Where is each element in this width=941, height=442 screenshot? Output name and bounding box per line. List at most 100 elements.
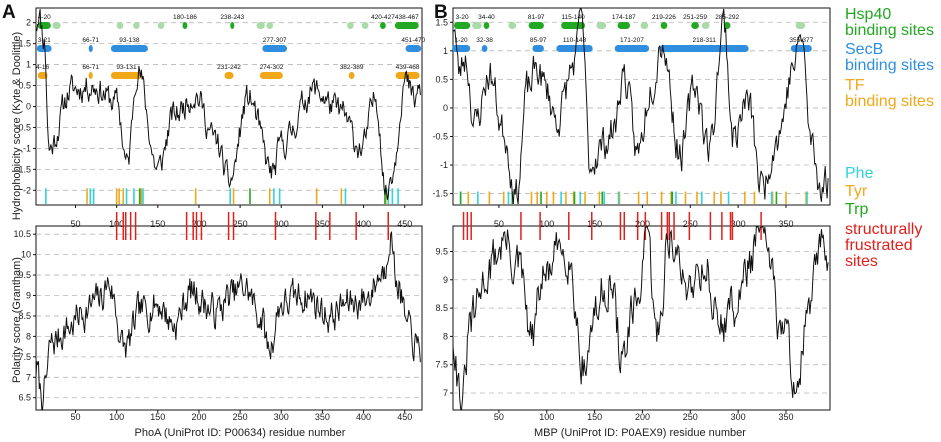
panel-a-top-xtick-label: 250 [233,219,248,229]
panel-b-bottom-ytick-label: 7 [443,388,448,398]
panel-a-secb-site-label: 93-138 [119,37,140,44]
panel-a-bottom-ytick-label: 9 [26,291,31,301]
panel-b-hsp40-site-bar [528,22,544,29]
panel-a-bottom-ytick-label: 9.5 [18,270,31,280]
panel-b-bottom-frame [452,225,831,411]
panel-b: B MBP (UniProt ID: P0AEX9) residue numbe… [432,2,831,439]
panel-b-hsp40-site-bar [660,22,668,29]
panel-a-top-ytick-label: -1.5 [15,164,31,174]
panel-a-secb-site-bar [88,45,93,52]
panel-b-bottom-ytick-label: 9 [443,275,448,285]
panel-a-polarity-line [35,231,421,410]
panel-a-secb-site-bar [36,45,52,52]
panel-b-secb-site-bar [532,45,544,52]
panel-a-tf-site-bar [348,72,355,79]
panel-a-top-ytick-label: -0.5 [15,122,31,132]
panel-b-hsp40-site-label: 251-259 [683,14,707,21]
legend-tf: TF binding sites [845,77,934,110]
panel-b-secb-site-bar [556,45,593,52]
panel-a-hsp40-site-label: 4-20 [38,14,51,21]
panel-a-bottom-xtick-label: 150 [150,412,165,422]
panel-a-tf-site-label: 231-242 [217,64,241,71]
panel-a-bottom-frame [35,225,423,411]
panel-a-top-ytick-label: -2 [23,185,31,195]
panel-a-bottom-ytick-label: 10 [21,250,31,260]
legend-phe-line: Phe [845,165,874,182]
panel-a-secb-site-label: 451-470 [401,37,425,44]
legend-frustrated-line: frustrated [845,237,913,254]
panel-b-hsp40-site-label: 285-292 [715,14,739,21]
panel-b-bottom-xtick-label: 250 [683,412,698,422]
panel-b-top-ytick-label: -0.5 [432,131,448,141]
panel-a-top-xtick-label: 450 [397,219,412,229]
panel-b-top-xtick-label: 250 [683,219,698,229]
panel-a-tf-site-bar [259,72,283,79]
panel-b-secb-site-label: 218-311 [692,37,716,44]
panel-a-top-ytick-label: 1.5 [18,39,31,49]
panel-b-secb-site-label: 32-38 [476,37,493,44]
legend-secb: SecB binding sites [845,41,934,74]
panel-b-secb-site-bar [614,45,650,52]
panel-b-hsp40-light-site-bar [472,22,482,29]
panel-a-hsp40-light-site-bar [157,22,165,29]
panel-a-tf-site-label: 274-302 [259,64,283,71]
panel-b-top-ytick-label: -1.5 [432,189,448,199]
panel-b-hsp40-light-site-bar [640,22,649,29]
panel-a-letter: A [2,2,16,23]
panel-a-top-ytick-label: -1 [23,143,31,153]
panel-a-top-ytick-label: 1 [26,60,31,70]
panel-a-tf-site-bar [37,72,48,79]
panel-a-xlabel: PhoA (UniProt ID: P00634) residue number [135,427,346,439]
panel-a-top-ytick-label: 0 [26,102,31,112]
panel-a-hsp40-light-site-bar [256,22,265,29]
panel-b-bottom-xtick-label: 100 [539,412,554,422]
panel-b-hsp40-site-label: 174-187 [612,14,636,21]
panel-b-top-ytick-label: 0 [443,103,448,113]
panel-b-top-xtick-label: 100 [539,219,554,229]
panel-a-secb-site-bar [262,45,288,52]
panel-b-hsp40-site-label: 219-226 [652,14,676,21]
panel-b-hsp40-site-bar [691,22,699,29]
panel-a-secb-site-bar [110,45,148,52]
panel-b-top-xtick-label: 200 [635,219,650,229]
panel-b-top-ytick-label: -1 [440,160,448,170]
panel-a-hsp40-light-site-bar [133,22,140,29]
panel-a-bottom-ylabel: Polarity score (Grantham) [11,257,23,383]
panel-b-top-frame [452,7,831,206]
panel-a-hsp40-site-bar [380,22,386,29]
panel-b-secb-site-label: 85-97 [530,37,547,44]
panel-a-hsp40-site-bar [394,22,419,29]
panel-a-hydrophobicity-line [35,9,421,200]
panel-a-hsp40-site-label: 238-243 [220,14,244,21]
panel-b-hsp40-light-site-bar [701,22,710,29]
panel-a-tf-site-label: 439-468 [396,64,420,71]
panel-b-hsp40-site-bar [617,22,631,29]
legend-tyr-line: Tyr [845,183,868,200]
panel-a-hsp40-light-site-bar [52,22,61,29]
panel-a-hsp40-site-label: 180-186 [173,14,197,21]
panel-b-hsp40-site-bar [483,22,490,29]
panel-a-secb-site-bar [405,45,422,52]
panel-b-top-xtick-label: 300 [731,219,746,229]
panel-a-hsp40-site-bar [37,22,51,29]
panel-a-bottom-xtick-label: 300 [274,412,289,422]
panel-a-secb-site-label: 277-307 [263,37,287,44]
panel-b-bottom-xtick-label: 350 [778,412,793,422]
panel-b-hsp40-site-label: 81-97 [528,14,545,21]
panel-a-bottom-xtick-label: 400 [356,412,371,422]
panel-b-xlabel: MBP (UniProt ID: P0AEX9) residue number [534,427,746,439]
panel-a-bottom-xtick-label: 50 [70,412,80,422]
panel-a-tf-site-bar [88,72,93,79]
panel-a-tf-site-bar [224,72,234,79]
panel-a-hsp40-light-site-bar [116,22,124,29]
panel-b-secb-site-bar [790,45,812,52]
panel-a-top-xtick-label: 350 [315,219,330,229]
legend-tyr: Tyr [845,183,868,200]
panel-a-tf-site-bar [110,72,143,79]
panel-a-secb-site-label: 66-71 [82,37,99,44]
legend-secb-line: binding sites [845,57,934,74]
panel-b-secb-site-bar [452,45,471,52]
panel-b-bottom-xtick-label: 50 [494,412,504,422]
legend-trp: Trp [845,201,869,218]
panel-b-secb-site-bar [481,45,488,52]
